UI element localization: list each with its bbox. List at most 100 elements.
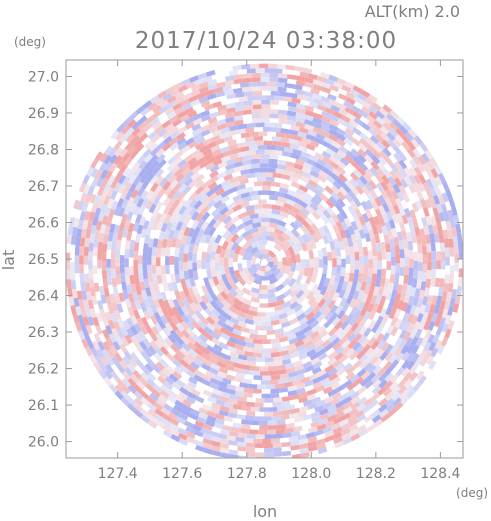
- heatmap-cell: [342, 437, 353, 446]
- heatmap-cell: [449, 265, 455, 275]
- heatmap-cell: [216, 293, 225, 303]
- heatmap-cell: [146, 255, 152, 265]
- heatmap-cell: [198, 86, 209, 94]
- heatmap-cell: [228, 449, 239, 456]
- heatmap-cell: [271, 136, 281, 142]
- heatmap-cell: [144, 332, 154, 343]
- heatmap-cell: [201, 285, 209, 295]
- heatmap-cell: [354, 260, 360, 270]
- heatmap-cell: [331, 291, 340, 302]
- heatmap-cell: [161, 142, 172, 152]
- heatmap-cell: [403, 159, 413, 170]
- heatmap-cell: [250, 246, 259, 255]
- heatmap-cell: [302, 67, 313, 74]
- heatmap-cell: [269, 222, 279, 229]
- heatmap-cell: [175, 238, 182, 249]
- heatmap-cell: [376, 269, 382, 279]
- heatmap-cell: [120, 213, 128, 224]
- heatmap-cell: [88, 269, 94, 279]
- heatmap-cell: [160, 314, 169, 325]
- heatmap-cell: [357, 334, 367, 345]
- heatmap-cell: [117, 174, 127, 185]
- heatmap-cell: [220, 332, 231, 341]
- heatmap-cell: [321, 166, 332, 176]
- heatmap-cell: [241, 423, 251, 430]
- heatmap-cell: [266, 306, 276, 313]
- heatmap-cell: [441, 180, 450, 191]
- heatmap-cell: [148, 142, 159, 152]
- heatmap-cell: [421, 170, 430, 181]
- heatmap-cell: [261, 280, 271, 286]
- heatmap-cell: [239, 382, 249, 389]
- heatmap-cell: [358, 215, 366, 226]
- heatmap-cell: [149, 340, 159, 351]
- heatmap-cell: [387, 230, 394, 240]
- heatmap-cell: [222, 424, 233, 432]
- heatmap-cell: [381, 314, 390, 324]
- heatmap-cell: [353, 269, 360, 279]
- heatmap-cell: [386, 261, 392, 271]
- heatmap-cell: [249, 190, 259, 197]
- heatmap-cell: [215, 306, 225, 316]
- heatmap-cell: [200, 205, 210, 216]
- heatmap-cell: [343, 272, 350, 282]
- heatmap-cell: [450, 311, 458, 322]
- heatmap-cell: [144, 166, 154, 177]
- heatmap-cell: [111, 356, 120, 367]
- heatmap-cell: [159, 358, 169, 369]
- heatmap-cell: [349, 286, 357, 297]
- heatmap-cell: [164, 337, 174, 347]
- heatmap-cell: [312, 116, 323, 125]
- heatmap-cell: [132, 205, 141, 216]
- heatmap-cell: [241, 64, 251, 70]
- heatmap-cell: [383, 162, 393, 173]
- heatmap-cell: [200, 362, 211, 372]
- heatmap-cell: [350, 321, 360, 332]
- heatmap-cell: [337, 330, 347, 341]
- heatmap-cell: [429, 233, 436, 243]
- heatmap-cell: [315, 132, 326, 141]
- heatmap-cell: [393, 346, 403, 357]
- heatmap-cell: [309, 319, 320, 329]
- heatmap-cell: [174, 394, 185, 404]
- heatmap-cell: [366, 137, 376, 148]
- heatmap-cell: [260, 72, 270, 78]
- heatmap-cell: [361, 404, 372, 414]
- heatmap-cell: [233, 269, 242, 280]
- heatmap-cell: [109, 223, 116, 233]
- heatmap-cell: [385, 403, 396, 413]
- heatmap-cell: [298, 184, 309, 193]
- heatmap-cell: [100, 294, 107, 305]
- heatmap-cell: [445, 265, 450, 275]
- heatmap-cell: [203, 225, 212, 236]
- heatmap-cell: [256, 176, 266, 182]
- heatmap-cell: [95, 312, 103, 323]
- heatmap-cell: [408, 364, 418, 375]
- heatmap-cell: [287, 214, 297, 223]
- heatmap-cell: [282, 432, 292, 439]
- heatmap-cell: [444, 328, 452, 339]
- heatmap-cell: [371, 414, 382, 424]
- heatmap-cell: [129, 149, 139, 160]
- heatmap-cell: [338, 377, 349, 386]
- heatmap-cell: [349, 356, 360, 366]
- heatmap-cell: [263, 443, 273, 449]
- heatmap-cell: [87, 316, 95, 327]
- heatmap-cell: [425, 355, 435, 366]
- heatmap-cell: [286, 343, 297, 351]
- heatmap-cell: [211, 445, 221, 452]
- heatmap-cell: [228, 407, 238, 414]
- heatmap-cell: [121, 152, 131, 163]
- heatmap-cell: [261, 389, 271, 394]
- heatmap-cell: [217, 385, 228, 393]
- heatmap-cell: [147, 402, 157, 412]
- heatmap-cell: [131, 161, 141, 172]
- heatmap-cell: [169, 329, 179, 340]
- heatmap-cell: [401, 302, 409, 312]
- heatmap-cell: [170, 434, 181, 443]
- heatmap-cell: [108, 208, 116, 219]
- heatmap-cell: [123, 156, 133, 167]
- heatmap-cell: [262, 136, 272, 141]
- heatmap-cell: [246, 122, 256, 129]
- heatmap-cell: [377, 260, 383, 270]
